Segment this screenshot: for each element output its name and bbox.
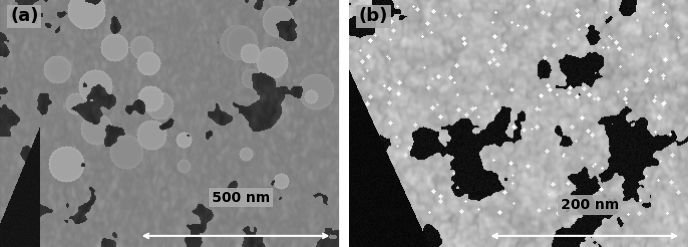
Text: 500 nm: 500 nm	[212, 191, 270, 205]
Text: (a): (a)	[10, 7, 39, 25]
Text: 200 nm: 200 nm	[561, 198, 619, 212]
Text: (b): (b)	[359, 7, 388, 25]
